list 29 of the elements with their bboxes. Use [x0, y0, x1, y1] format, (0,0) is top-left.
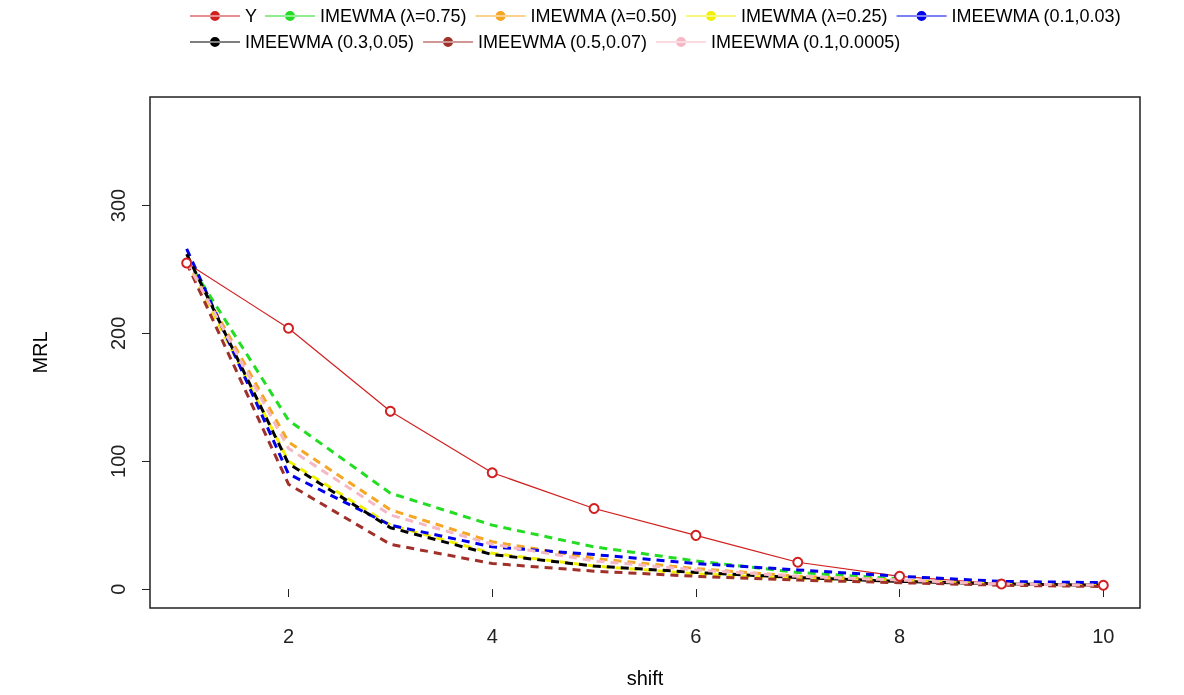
- point: [995, 578, 1007, 590]
- legend-label: IMEEWMA (0.1,0.0005): [711, 32, 901, 52]
- legend-label: IMEWMA (λ=0.50): [530, 6, 678, 26]
- x-tick-label: 10: [1092, 625, 1115, 647]
- legend-label: IMEWMA (λ=0.75): [320, 6, 467, 26]
- y-tick-label: 0: [107, 583, 129, 595]
- legend-label: IMEEWMA (0.3,0.05): [245, 32, 415, 52]
- point: [894, 570, 906, 582]
- y-tick-label: 300: [107, 188, 129, 223]
- point: [486, 467, 498, 479]
- x-tick-label: 2: [282, 625, 295, 647]
- point: [690, 529, 702, 541]
- x-tick-label: 8: [894, 625, 906, 647]
- legend-label: IMEWMA (λ=0.25): [741, 6, 888, 26]
- point: [283, 322, 295, 334]
- point: [588, 503, 600, 515]
- point: [1097, 579, 1109, 591]
- x-axis-title: shift: [626, 667, 664, 689]
- x-tick-label: 4: [486, 625, 498, 647]
- point: [792, 556, 804, 568]
- y-tick-label: 200: [107, 316, 129, 351]
- legend-label: IMEEWMA (0.1,0.03): [951, 6, 1121, 26]
- y-axis-title: MRL: [29, 331, 51, 374]
- y-tick-label: 100: [107, 444, 129, 478]
- legend-label: IMEEWMA (0.5,0.07): [478, 32, 648, 52]
- legend-label: Y: [245, 6, 258, 26]
- point: [384, 405, 396, 417]
- point: [181, 257, 193, 269]
- x-tick-label: 6: [690, 625, 702, 647]
